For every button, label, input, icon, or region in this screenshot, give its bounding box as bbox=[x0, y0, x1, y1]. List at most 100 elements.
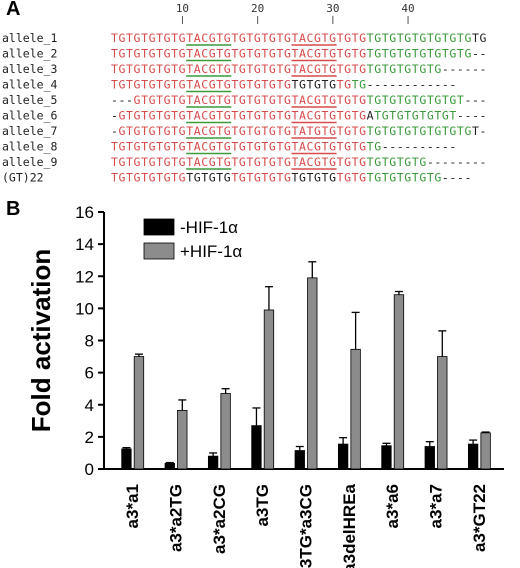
sequence-segment: - bbox=[479, 124, 486, 138]
sequence-segment: C bbox=[307, 47, 314, 61]
sequence-segment: G bbox=[134, 171, 141, 185]
sequence-segment: G bbox=[209, 140, 216, 154]
sequence-segment: G bbox=[389, 62, 396, 76]
sequence-segment: - bbox=[464, 155, 471, 169]
sequence-segment: G bbox=[464, 124, 471, 138]
sequence-segment: C bbox=[307, 62, 314, 76]
sequence-segment: - bbox=[412, 78, 419, 92]
sequence-segment: T bbox=[216, 47, 223, 61]
bar bbox=[164, 462, 175, 470]
sequence-segment: G bbox=[374, 62, 381, 76]
sequence-segment: G bbox=[269, 171, 276, 185]
sequence-segment: G bbox=[119, 140, 126, 154]
sequence-segment: T bbox=[352, 47, 359, 61]
sequence-segment: T bbox=[216, 124, 223, 138]
alignment-row: allele_9 TGTGTGTGTGTACGTGTGTGTGTGTACGTGTG… bbox=[2, 155, 486, 170]
sequence-segment: G bbox=[442, 109, 449, 123]
sequence-segment: G bbox=[419, 124, 426, 138]
sequence-segment: T bbox=[337, 155, 344, 169]
sequence-segment: G bbox=[329, 78, 336, 92]
sequence-segment: G bbox=[119, 47, 126, 61]
sequence-segment: G bbox=[149, 124, 156, 138]
sequence-segment: T bbox=[367, 31, 374, 45]
sequence-segment: T bbox=[126, 140, 133, 154]
sequence-segment: G bbox=[164, 155, 171, 169]
sequence-segment: T bbox=[246, 93, 253, 107]
sequence-segment: G bbox=[329, 171, 336, 185]
sequence-segment: A bbox=[194, 109, 201, 123]
sequence-segment: T bbox=[111, 47, 118, 61]
y-tick-label: 8 bbox=[85, 332, 94, 351]
sequence-segment: G bbox=[119, 155, 126, 169]
legend-label: +HIF-1α bbox=[180, 242, 242, 261]
sequence-segment: G bbox=[149, 62, 156, 76]
sequence-segment: T bbox=[276, 155, 283, 169]
sequence-segment: G bbox=[359, 140, 366, 154]
sequence-segment: T bbox=[352, 140, 359, 154]
sequence-segment: G bbox=[164, 140, 171, 154]
sequence-segment: G bbox=[254, 62, 261, 76]
sequence-segment: G bbox=[344, 155, 351, 169]
sequence-segment: G bbox=[239, 140, 246, 154]
sequence-segment: T bbox=[291, 171, 298, 185]
row-sequence: TGTGTGTGTGTACGTGTGTGTGTGTACGTGTGTGTGTGTG… bbox=[111, 62, 486, 76]
sequence-segment: - bbox=[464, 171, 471, 185]
sequence-segment: T bbox=[291, 31, 298, 45]
sequence-segment: G bbox=[359, 109, 366, 123]
row-name: allele_3 bbox=[2, 62, 57, 76]
sequence-segment: - bbox=[457, 171, 464, 185]
sequence-segment: T bbox=[141, 93, 148, 107]
sequence-segment: G bbox=[254, 124, 261, 138]
sequence-segment: G bbox=[404, 31, 411, 45]
alignment-row: allele_4 TGTGTGTGTGTACGTGTGTGTGTGTGTGTGTG… bbox=[2, 78, 456, 93]
sequence-segment: G bbox=[419, 62, 426, 76]
bar bbox=[121, 448, 132, 470]
sequence-segment: G bbox=[344, 31, 351, 45]
sequence-segment: G bbox=[224, 124, 231, 138]
x-tick-label: a3TG bbox=[253, 484, 272, 527]
row-name: allele_7 bbox=[2, 124, 57, 138]
sequence-segment: T bbox=[231, 155, 238, 169]
sequence-segment: A bbox=[299, 109, 306, 123]
sequence-segment: G bbox=[224, 93, 231, 107]
sequence-segment: T bbox=[419, 109, 426, 123]
sequence-segment: C bbox=[201, 140, 208, 154]
x-tick-label: a3*a6 bbox=[383, 484, 402, 528]
sequence-segment: G bbox=[464, 31, 471, 45]
sequence-segment: T bbox=[216, 31, 223, 45]
sequence-segment: - bbox=[442, 140, 449, 154]
sequence-segment: T bbox=[141, 124, 148, 138]
sequence-segment: - bbox=[126, 93, 133, 107]
sequence-segment: G bbox=[344, 47, 351, 61]
sequence-segment: T bbox=[246, 140, 253, 154]
sequence-segment: G bbox=[434, 62, 441, 76]
sequence-segment: - bbox=[449, 78, 456, 92]
sequence-segment: T bbox=[397, 62, 404, 76]
sequence-segment: G bbox=[359, 124, 366, 138]
sequence-segment: G bbox=[134, 31, 141, 45]
sequence-segment: T bbox=[337, 93, 344, 107]
sequence-segment: T bbox=[337, 78, 344, 92]
sequence-segment: T bbox=[141, 47, 148, 61]
sequence-segment: T bbox=[111, 78, 118, 92]
sequence-segment: - bbox=[479, 155, 486, 169]
sequence-segment: G bbox=[134, 78, 141, 92]
bar bbox=[177, 409, 188, 470]
sequence-segment: T bbox=[442, 47, 449, 61]
sequence-segment: G bbox=[179, 62, 186, 76]
sequence-segment: T bbox=[412, 124, 419, 138]
sequence-segment: T bbox=[246, 155, 253, 169]
sequence-segment: G bbox=[284, 47, 291, 61]
sequence-segment: G bbox=[329, 31, 336, 45]
sequence-segment: G bbox=[284, 155, 291, 169]
alignment-row: (GT)22 TGTGTGTGTGTGTGTGTGTGTGTGTGTGTGTGTG… bbox=[2, 171, 471, 185]
sequence-segment: G bbox=[314, 47, 321, 61]
sequence-segment: T bbox=[186, 140, 193, 154]
sequence-segment: T bbox=[186, 155, 193, 169]
sequence-segment: - bbox=[427, 155, 434, 169]
sequence-segment: T bbox=[126, 78, 133, 92]
sequence-segment: - bbox=[111, 93, 118, 107]
sequence-segment: G bbox=[359, 62, 366, 76]
sequence-segment: T bbox=[246, 62, 253, 76]
sequence-segment: T bbox=[156, 124, 163, 138]
